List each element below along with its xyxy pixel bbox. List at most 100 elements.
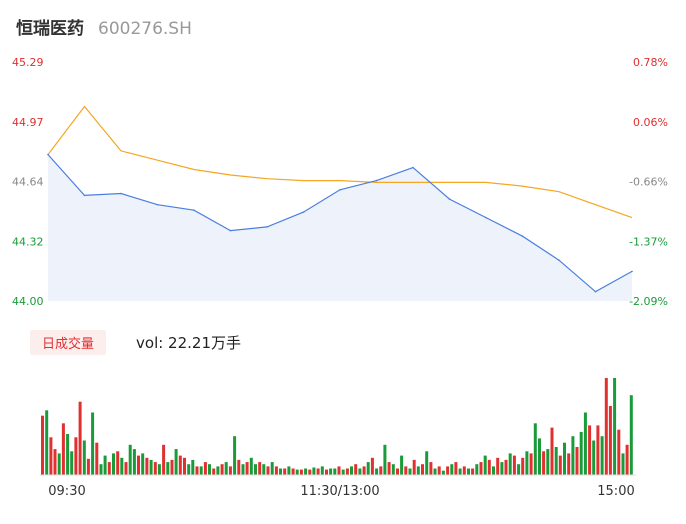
volume-bar — [433, 468, 437, 475]
volume-bar — [458, 468, 462, 475]
volume-bar — [575, 447, 579, 475]
volume-bar — [596, 425, 600, 475]
volume-bar — [262, 464, 266, 475]
volume-bar — [316, 468, 320, 475]
volume-bar — [132, 449, 136, 475]
volume-bar — [203, 462, 207, 475]
volume-bar — [254, 464, 257, 475]
volume-bar — [120, 457, 124, 475]
price-point — [448, 198, 451, 200]
volume-bar — [258, 462, 262, 475]
volume-bar — [546, 449, 550, 475]
price-point — [412, 166, 414, 169]
volume-bar — [350, 466, 353, 475]
volume-bar — [625, 444, 629, 475]
volume-bar — [454, 462, 458, 475]
price-point — [229, 229, 232, 232]
volume-bar — [199, 466, 203, 475]
stock-name: 恒瑞医药 — [16, 19, 84, 39]
volume-bar — [529, 453, 533, 475]
volume-bar — [467, 468, 470, 475]
price-tick-label: 44.32 — [12, 235, 44, 248]
volume-bar — [103, 455, 107, 475]
price-point — [156, 203, 159, 206]
volume-bar — [237, 459, 241, 475]
volume-bar — [61, 423, 65, 475]
volume-bar — [387, 462, 391, 475]
price-point — [339, 189, 341, 191]
volume-bar — [429, 462, 433, 475]
price-point — [266, 226, 268, 228]
volume-bar — [358, 468, 362, 475]
volume-bar — [517, 464, 521, 475]
volume-bar — [567, 453, 571, 475]
price-fill-area — [48, 154, 632, 301]
volume-bar — [508, 453, 512, 475]
volume-bar — [153, 462, 157, 475]
volume-bar — [162, 444, 166, 475]
volume-bar — [412, 459, 416, 475]
volume-bar — [86, 458, 90, 475]
volume-bar — [366, 462, 370, 475]
price-line — [47, 153, 633, 293]
pct-tick-label: -2.09% — [629, 295, 668, 308]
price-point — [594, 290, 597, 293]
volume-bar — [617, 429, 621, 475]
volume-bar — [299, 469, 303, 475]
volume-bar — [512, 455, 516, 475]
volume-bar — [391, 464, 395, 475]
volume-bars — [41, 378, 633, 475]
volume-bar — [558, 455, 562, 475]
volume-bar — [291, 468, 295, 475]
volume-bar — [320, 466, 324, 475]
volume-bar — [608, 406, 612, 475]
price-point — [521, 235, 524, 237]
volume-bar — [312, 467, 316, 475]
volume-bar — [191, 459, 195, 475]
price-point — [193, 209, 195, 211]
volume-bar — [479, 462, 483, 475]
volume-bar — [450, 464, 454, 475]
volume-bar — [245, 462, 249, 475]
volume-bar — [208, 464, 211, 475]
volume-bar — [295, 469, 299, 475]
volume-bar — [362, 466, 366, 475]
volume-bar — [70, 451, 74, 475]
volume-bar — [195, 466, 199, 475]
volume-bar — [379, 466, 383, 475]
avg-series-line — [47, 105, 633, 219]
stock-header: 恒瑞医药 600276.SH — [16, 14, 192, 40]
price-point — [120, 192, 122, 195]
pct-tick-label: 0.78% — [633, 56, 668, 69]
volume-bar — [333, 468, 337, 475]
volume-bar — [345, 468, 349, 475]
pct-tick-label: -0.66% — [629, 176, 668, 189]
volume-bar — [462, 466, 466, 475]
volume-bar — [483, 455, 487, 475]
volume-bar — [341, 469, 345, 475]
volume-bar — [525, 451, 529, 475]
volume-bar — [554, 447, 558, 475]
volume-bar — [166, 462, 170, 475]
volume-bar — [621, 453, 625, 475]
avg-line — [47, 105, 633, 219]
pct-tick-label: 0.06% — [633, 116, 668, 129]
period-tab-daily-volume[interactable]: 日成交量 — [30, 329, 107, 355]
volume-readout: vol: 22.21万手 — [136, 333, 242, 352]
stock-code: 600276.SH — [98, 19, 192, 39]
volume-bar — [304, 468, 308, 475]
price-point — [485, 216, 487, 219]
time-tick-label: 09:30 — [48, 484, 85, 499]
price-point — [558, 259, 560, 262]
volume-bar — [396, 468, 399, 475]
price-point — [302, 211, 305, 213]
volume-bar — [220, 464, 224, 475]
time-axis: 09:30 11:30/13:00 15:00 — [48, 484, 634, 499]
volume-bar — [475, 464, 479, 475]
volume-bar — [45, 410, 49, 475]
volume-bar — [425, 451, 429, 475]
volume-bar — [563, 442, 566, 475]
volume-bar — [500, 462, 504, 475]
pct-tick-label: -1.37% — [629, 235, 668, 248]
